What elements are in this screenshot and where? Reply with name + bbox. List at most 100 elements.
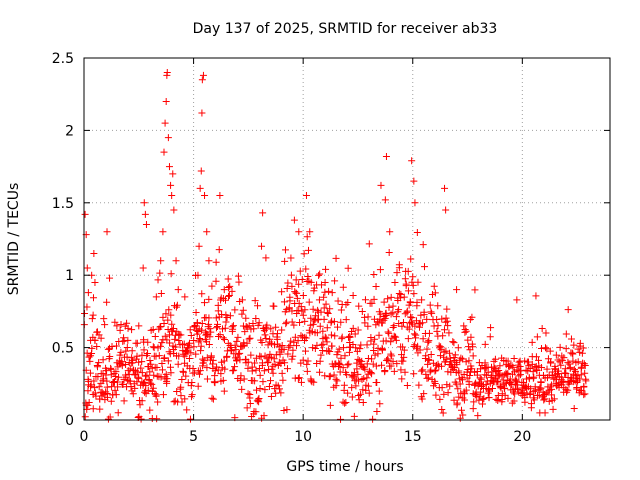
data-point: [141, 378, 149, 386]
data-point: [208, 282, 216, 290]
data-point: [376, 315, 384, 323]
data-point: [332, 375, 340, 383]
data-point: [370, 347, 378, 355]
data-point: [134, 368, 142, 376]
data-point: [281, 359, 289, 367]
data-point: [233, 337, 241, 345]
data-point: [225, 284, 233, 292]
data-point: [400, 346, 408, 354]
data-point: [195, 370, 203, 378]
data-point: [267, 325, 275, 333]
data-point: [340, 381, 348, 389]
data-point: [462, 386, 470, 394]
data-point: [392, 336, 400, 344]
data-point: [297, 378, 305, 386]
data-point: [191, 369, 199, 377]
data-point: [103, 383, 111, 391]
data-point: [445, 329, 453, 337]
data-point: [254, 302, 262, 310]
data-point: [160, 319, 168, 327]
data-point: [224, 292, 232, 300]
data-point: [293, 289, 301, 297]
data-point: [333, 323, 341, 331]
data-point: [192, 308, 200, 316]
data-point: [578, 349, 586, 357]
data-point: [413, 298, 421, 306]
data-point: [332, 382, 340, 390]
data-point: [517, 367, 525, 375]
data-point: [159, 228, 167, 236]
data-point: [474, 412, 482, 420]
data-point: [404, 335, 412, 343]
data-point: [228, 287, 236, 295]
data-point: [559, 378, 567, 386]
data-point: [411, 199, 419, 207]
data-point: [373, 408, 381, 416]
data-point: [327, 331, 335, 339]
data-point: [309, 305, 317, 313]
data-point: [430, 282, 438, 290]
data-point: [451, 351, 459, 359]
data-point: [438, 315, 446, 323]
data-point: [323, 338, 331, 346]
data-point: [229, 367, 237, 375]
data-point: [377, 181, 385, 189]
data-point: [288, 355, 296, 363]
data-point: [242, 314, 250, 322]
data-point: [142, 221, 150, 229]
data-point: [453, 399, 461, 407]
data-point: [418, 395, 426, 403]
data-point: [570, 366, 578, 374]
y-tick-label: 2: [65, 123, 74, 139]
data-point: [93, 342, 101, 350]
data-point: [354, 355, 362, 363]
data-point: [212, 314, 220, 322]
data-point: [157, 322, 165, 330]
data-point: [161, 332, 169, 340]
data-point: [569, 357, 577, 365]
data-point: [410, 370, 418, 378]
data-point: [363, 341, 371, 349]
data-point: [410, 330, 418, 338]
data-point: [200, 357, 208, 365]
data-point: [418, 319, 426, 327]
data-point: [256, 384, 264, 392]
data-point: [144, 386, 152, 394]
data-point: [462, 327, 470, 335]
data-point: [112, 368, 120, 376]
data-point: [408, 314, 416, 322]
data-point: [258, 242, 266, 250]
data-point: [224, 275, 232, 283]
data-point: [400, 353, 408, 361]
data-point: [106, 274, 114, 282]
data-point: [218, 310, 226, 318]
data-point: [318, 281, 326, 289]
data-point: [331, 332, 339, 340]
data-point: [236, 376, 244, 384]
data-point: [243, 404, 251, 412]
data-point: [344, 299, 352, 307]
data-point: [114, 409, 122, 417]
data-point: [280, 298, 288, 306]
data-point: [220, 357, 228, 365]
data-point: [283, 365, 291, 373]
data-point: [196, 335, 204, 343]
data-point: [398, 322, 406, 330]
data-point: [477, 365, 485, 373]
data-point: [83, 303, 91, 311]
data-point: [251, 359, 259, 367]
data-point: [239, 306, 247, 314]
data-point: [473, 392, 481, 400]
data-point: [337, 415, 345, 423]
data-point: [324, 347, 332, 355]
data-point: [106, 413, 114, 421]
data-point: [511, 390, 519, 398]
data-point: [271, 360, 279, 368]
data-point: [190, 323, 198, 331]
data-point: [443, 355, 451, 363]
data-point: [122, 347, 130, 355]
data-point: [182, 372, 190, 380]
data-point: [280, 345, 288, 353]
data-point: [295, 280, 303, 288]
data-point: [574, 358, 582, 366]
